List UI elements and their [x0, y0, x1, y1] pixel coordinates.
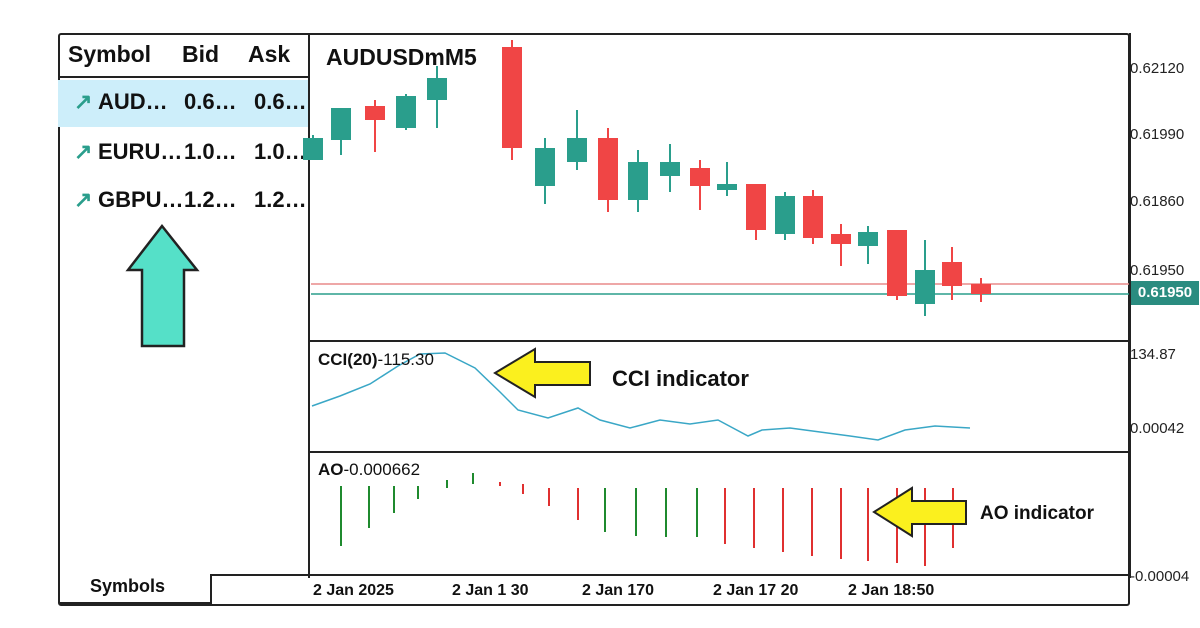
- symbol-row-aud[interactable]: ↗ AUD… 0.6… 0.6…: [58, 80, 308, 127]
- tab-bar-divider: [58, 574, 1130, 576]
- ao-histogram: [340, 473, 954, 566]
- symbol-row-eur[interactable]: ↗ EURU… 1.0… 1.0…: [58, 130, 308, 177]
- candle-body: [803, 196, 823, 238]
- candle-body: [660, 162, 680, 176]
- tab-symbols-label: Symbols: [90, 576, 166, 596]
- ao-name: AO: [318, 460, 344, 479]
- cci-annotation-arrow-icon: [493, 347, 591, 399]
- time-axis-tick: 2 Jan 18:50: [848, 582, 935, 599]
- bid-column-header[interactable]: Bid: [182, 41, 220, 67]
- candle-body: [690, 168, 710, 186]
- candlestick-series: [303, 40, 991, 316]
- ao-value: -0.000662: [343, 460, 421, 479]
- cci-line: [311, 352, 971, 441]
- market-watch-header: Symbol Bid Ask: [58, 33, 308, 78]
- pane-divider-ao: [310, 451, 1130, 453]
- row-symbol: AUD…: [98, 89, 168, 114]
- row-symbol: EURU…: [98, 139, 183, 164]
- candle-body: [858, 232, 878, 246]
- time-axis-tick: 2 Jan 2025: [313, 582, 394, 599]
- candle-body: [396, 96, 416, 128]
- row-symbol: GBPU…: [98, 187, 184, 212]
- trend-up-icon: ↗: [74, 89, 93, 114]
- cci-scale-tick: 134.87: [1130, 346, 1176, 363]
- ao-scale-tick: -0.00004: [1130, 568, 1190, 585]
- candle-body: [427, 78, 447, 100]
- highlight-arrow-up-icon: [125, 223, 200, 348]
- cci-scale-tick: 0.00042: [1130, 420, 1185, 437]
- ao-annotation-arrow-icon: [872, 486, 967, 538]
- symbol-column-header[interactable]: Symbol: [68, 41, 152, 67]
- candle-body: [942, 262, 962, 286]
- candle-body: [535, 148, 555, 186]
- candle-body: [775, 196, 795, 234]
- ask-column-header[interactable]: Ask: [248, 41, 291, 67]
- candle-body: [628, 162, 648, 200]
- tab-symbols[interactable]: Symbols: [60, 574, 212, 604]
- trend-up-icon: ↗: [74, 139, 93, 164]
- candle-body: [598, 138, 618, 200]
- candle-body: [502, 47, 522, 148]
- row-bid: 1.2…: [184, 187, 237, 212]
- candle-body: [915, 270, 935, 304]
- candle-body: [971, 284, 991, 294]
- chart-symbol-title: AUDUSDmM5: [326, 44, 477, 70]
- candle-body: [746, 184, 766, 230]
- price-scale-divider: [1129, 33, 1131, 578]
- market-watch-panel: Symbol Bid Ask ↗ AUD… 0.6… 0.6… ↗ EURU… …: [58, 33, 310, 578]
- cci-value: -115.30: [377, 350, 434, 369]
- candle-body: [887, 230, 907, 296]
- row-ask: 0.6…: [254, 89, 307, 114]
- cci-name: CCI(20): [318, 350, 378, 369]
- candle-body: [831, 234, 851, 244]
- time-axis-tick: 2 Jan 17 20: [713, 582, 799, 599]
- symbol-row-gbp[interactable]: ↗ GBPU… 1.2… 1.2…: [58, 178, 308, 225]
- price-tick: 0.61860: [1130, 193, 1185, 210]
- ao-annotation-text: AO indicator: [980, 503, 1095, 524]
- candle-body: [365, 106, 385, 120]
- price-tick: 0.62120: [1130, 60, 1185, 77]
- candle-body: [331, 108, 351, 140]
- trend-up-icon: ↗: [74, 187, 93, 212]
- pane-divider-cci: [310, 340, 1130, 342]
- current-price-badge: 0.61950: [1131, 281, 1199, 305]
- time-axis-tick: 2 Jan 170: [582, 582, 655, 599]
- row-bid: 0.6…: [184, 89, 237, 114]
- candle-body: [717, 184, 737, 190]
- cci-indicator-label: CCI(20)-115.30: [318, 350, 434, 370]
- row-bid: 1.0…: [184, 139, 237, 164]
- candle-body: [303, 138, 323, 160]
- row-ask: 1.0…: [254, 139, 307, 164]
- price-tick: 0.61990: [1130, 126, 1185, 143]
- cci-annotation-text: CCI indicator: [612, 366, 749, 391]
- price-tick: 0.61950: [1130, 262, 1185, 279]
- ao-indicator-label: AO-0.000662: [318, 460, 420, 480]
- candle-body: [567, 138, 587, 162]
- row-ask: 1.2…: [254, 187, 307, 212]
- time-axis-tick: 2 Jan 1 30: [452, 582, 529, 599]
